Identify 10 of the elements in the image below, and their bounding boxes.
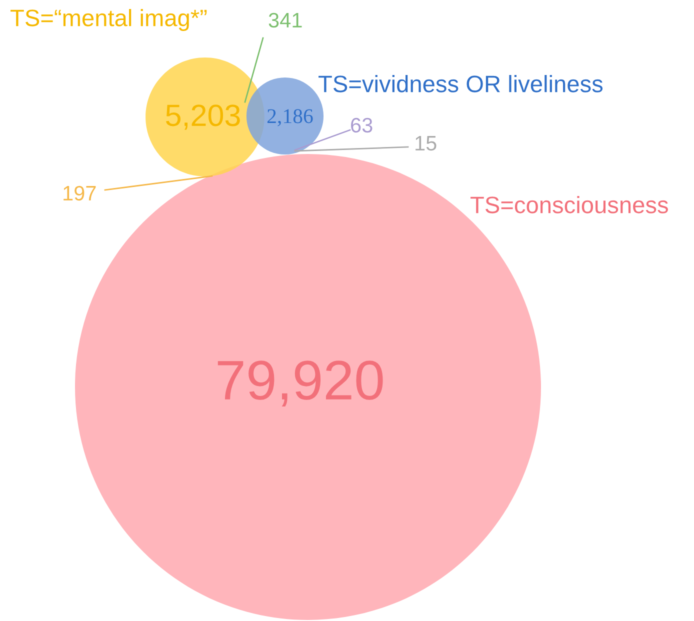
text: 15 [416, 136, 436, 151]
data-label: 79,920 [218, 360, 383, 406]
text: 341 [268, 12, 302, 28]
text: 197 [64, 186, 96, 201]
category-label: TS=consciousness [470, 196, 668, 214]
text: 63 [351, 118, 372, 133]
data-label: 5,203 [166, 104, 240, 130]
category-label: TS=“mental imag*” [10, 8, 207, 32]
data-label: 2,186 [267, 109, 313, 126]
category-label: TS=vividness OR liveliness [318, 74, 603, 92]
